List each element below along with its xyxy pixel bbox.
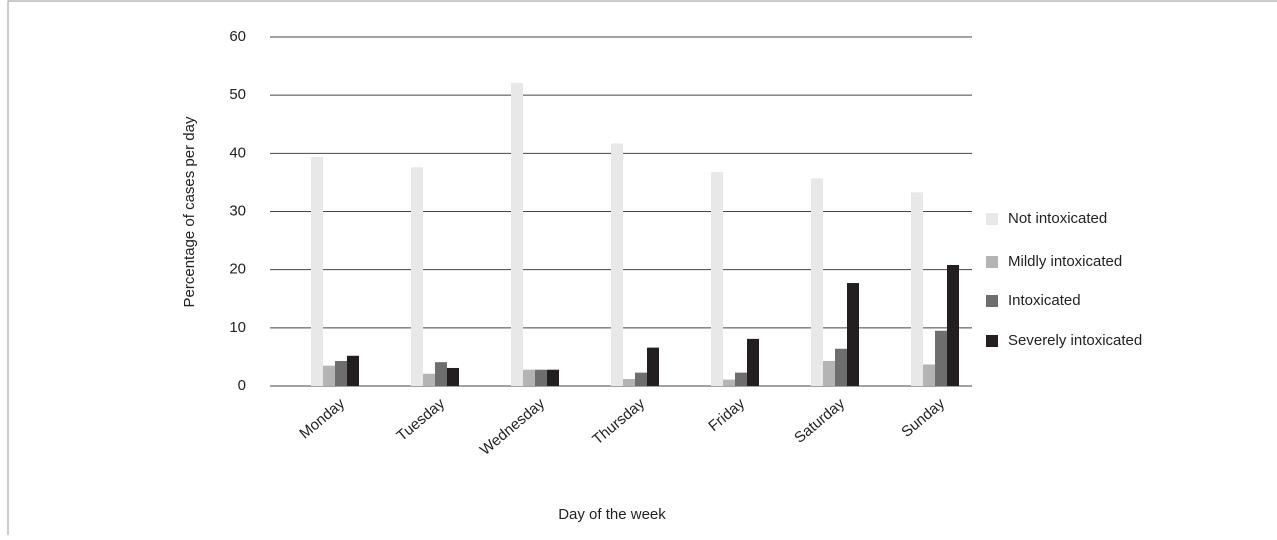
x-tick-label: Saturday <box>791 395 848 447</box>
y-tick-label: 40 <box>229 144 246 161</box>
legend-swatch <box>986 213 998 225</box>
bar <box>811 178 823 386</box>
bar <box>935 330 947 386</box>
bar <box>723 379 735 386</box>
y-tick-label: 50 <box>229 86 246 103</box>
bar <box>547 369 559 386</box>
legend-swatch <box>986 256 998 268</box>
bar <box>535 369 547 386</box>
bar <box>435 362 447 386</box>
legend-label: Mildly intoxicated <box>1008 253 1122 270</box>
bar <box>423 373 435 386</box>
legend-label: Severely intoxicated <box>1008 332 1142 349</box>
bar <box>711 171 723 386</box>
bar <box>623 379 635 386</box>
bar <box>311 156 323 386</box>
bar <box>447 367 459 386</box>
legend-label: Intoxicated <box>1008 292 1081 309</box>
x-tick-label: Friday <box>705 395 748 435</box>
x-tick-label: Wednesday <box>477 395 549 459</box>
bar <box>647 347 659 386</box>
bar <box>947 265 959 386</box>
frame <box>7 0 1277 535</box>
y-tick-label: 10 <box>229 319 246 336</box>
legend-swatch <box>986 295 998 307</box>
x-axis-label: Day of the week <box>558 506 666 523</box>
bar <box>347 355 359 386</box>
y-tick-label: 20 <box>229 261 246 278</box>
legend-swatch <box>986 335 998 347</box>
bar <box>511 82 523 387</box>
bar <box>747 338 759 386</box>
x-tick-label: Monday <box>296 395 348 443</box>
y-tick-label: 0 <box>238 377 246 394</box>
x-tick-label: Thursday <box>589 395 648 449</box>
bar <box>335 360 347 386</box>
bar <box>523 369 535 386</box>
legend-label: Not intoxicated <box>1008 210 1107 227</box>
bar <box>835 348 847 386</box>
bar <box>611 143 623 386</box>
bar <box>847 283 859 386</box>
bar <box>923 364 935 386</box>
bar <box>323 365 335 386</box>
x-tick-label: Sunday <box>898 395 948 441</box>
y-tick-label: 60 <box>229 28 246 45</box>
bar <box>735 372 747 386</box>
y-tick-label: 30 <box>229 202 246 219</box>
bar <box>411 167 423 386</box>
y-axis-label: Percentage of cases per day <box>181 116 198 307</box>
bar <box>635 372 647 386</box>
x-tick-label: Tuesday <box>394 395 449 445</box>
bar <box>823 360 835 386</box>
bar <box>911 192 923 386</box>
